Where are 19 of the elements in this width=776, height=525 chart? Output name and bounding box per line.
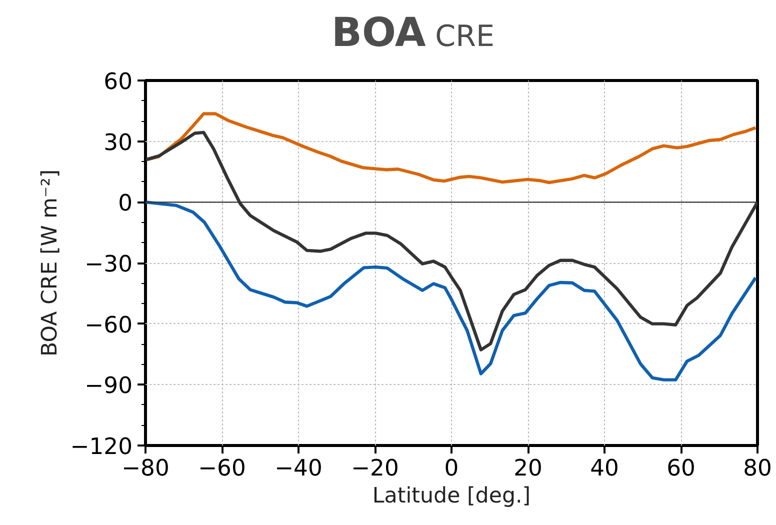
y-tick-label: −60 [84,312,133,338]
x-tick-label: 60 [666,456,696,482]
line-series [146,112,758,184]
x-axis-title: Latitude [deg.] [372,484,531,508]
x-tick-label: 80 [743,456,772,482]
x-tick-label: −60 [198,456,246,482]
x-tick-label: −40 [274,456,322,482]
x-tick-label: 20 [514,456,542,482]
x-tick-label: 40 [590,456,619,482]
line-series [146,200,758,382]
y-axis-title: BOA CRE [W m⁻²] [37,169,62,357]
y-tick-label: −90 [84,373,133,400]
x-tick-label: 0 [444,456,459,482]
y-tick-label: 0 [118,190,133,217]
y-tick-label: 30 [104,130,133,156]
x-tick-label: −20 [351,456,399,482]
chart-title: BOA CRE [331,10,495,56]
y-tick-label: 60 [104,69,133,95]
y-tick-label: −30 [84,252,133,278]
